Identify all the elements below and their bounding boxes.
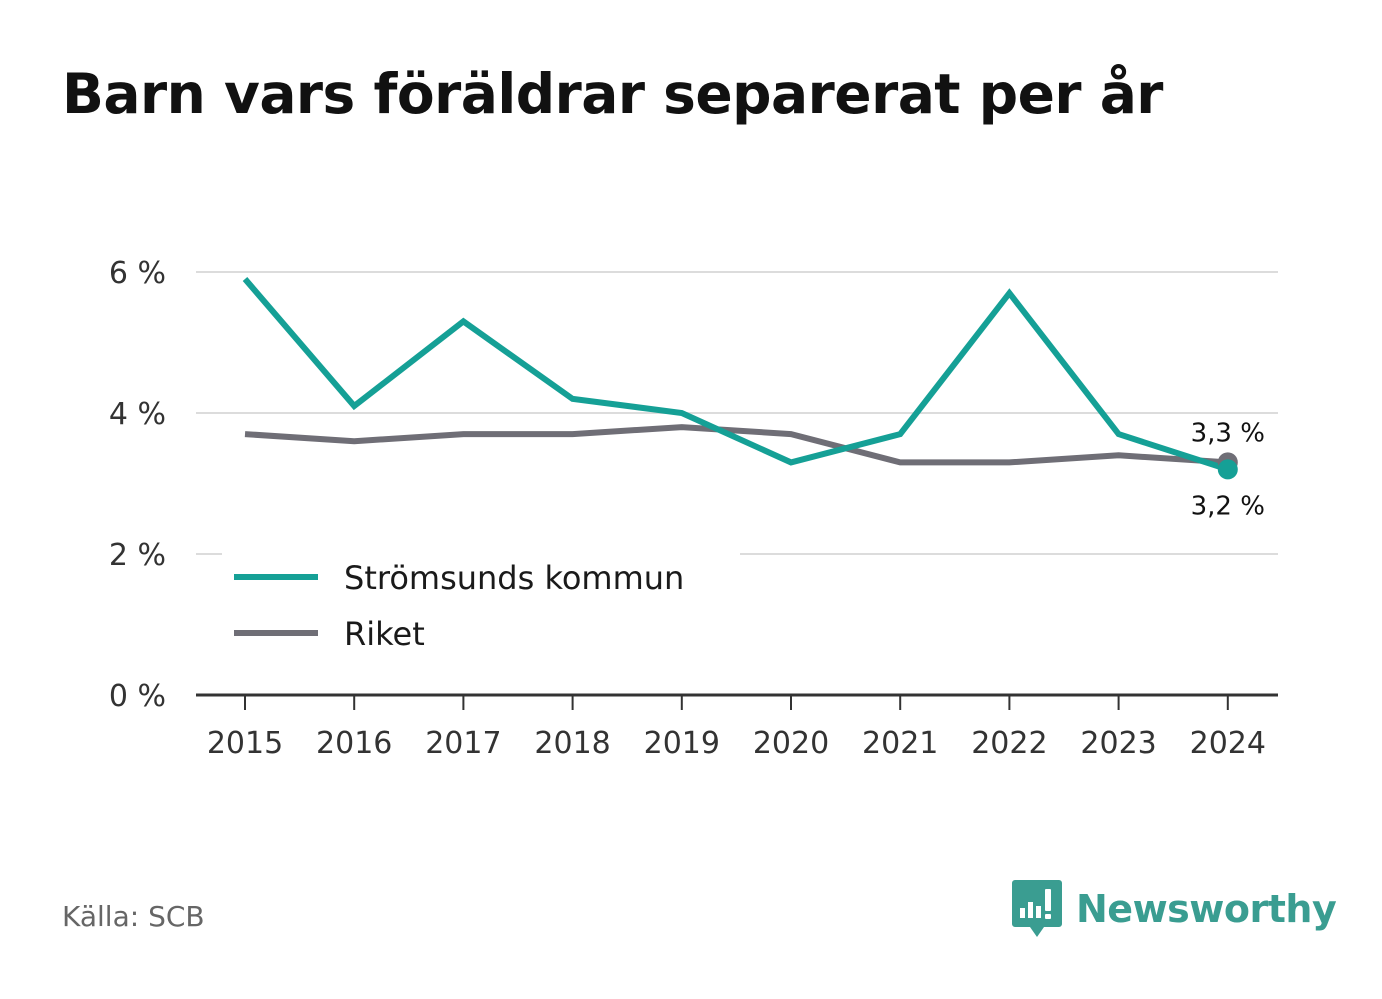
- brand-logo: Newsworthy: [1012, 880, 1337, 938]
- legend-label: Riket: [344, 615, 425, 653]
- series-end-point: [1217, 459, 1238, 480]
- y-tick-label: 6 %: [109, 256, 166, 291]
- legend-label: Strömsunds kommun: [344, 559, 684, 597]
- x-tick-label: 2016: [316, 726, 392, 761]
- x-tick-label: 2017: [425, 726, 501, 761]
- x-tick-label: 2024: [1190, 726, 1266, 761]
- end-labels: 3,3 % 3,2 %: [1191, 418, 1265, 521]
- series-line: [244, 424, 1228, 466]
- legend-background: [222, 552, 740, 670]
- end-value-label: 3,2 %: [1191, 491, 1265, 521]
- series-lines: [242, 277, 1238, 480]
- x-tick-label: 2021: [862, 726, 938, 761]
- x-tick-label: 2023: [1080, 726, 1156, 761]
- x-tick-label: 2019: [644, 726, 720, 761]
- x-tick-label: 2015: [207, 726, 283, 761]
- bar-chart-speech-bubble-icon: [1012, 880, 1062, 937]
- y-tick-label: 2 %: [109, 538, 166, 573]
- axes: 0 % 2 % 4 % 6 % 2015 2016 2017 2018 2019 2020 2021…: [109, 256, 1278, 761]
- brand-name: Newsworthy: [1076, 887, 1337, 931]
- series-line: [242, 277, 1229, 473]
- gridlines: [196, 271, 1278, 555]
- chart-title: Barn vars föräldrar separerat per år: [62, 62, 1163, 126]
- x-tick-label: 2022: [971, 726, 1047, 761]
- y-tick-label: 4 %: [109, 397, 166, 432]
- y-tick-label: 0 %: [109, 679, 166, 714]
- end-value-label: 3,3 %: [1191, 418, 1265, 448]
- legend: Strömsunds kommun Riket: [222, 552, 740, 670]
- x-tick-label: 2020: [753, 726, 829, 761]
- source-note: Källa: SCB: [62, 900, 205, 933]
- x-tick-label: 2018: [534, 726, 610, 761]
